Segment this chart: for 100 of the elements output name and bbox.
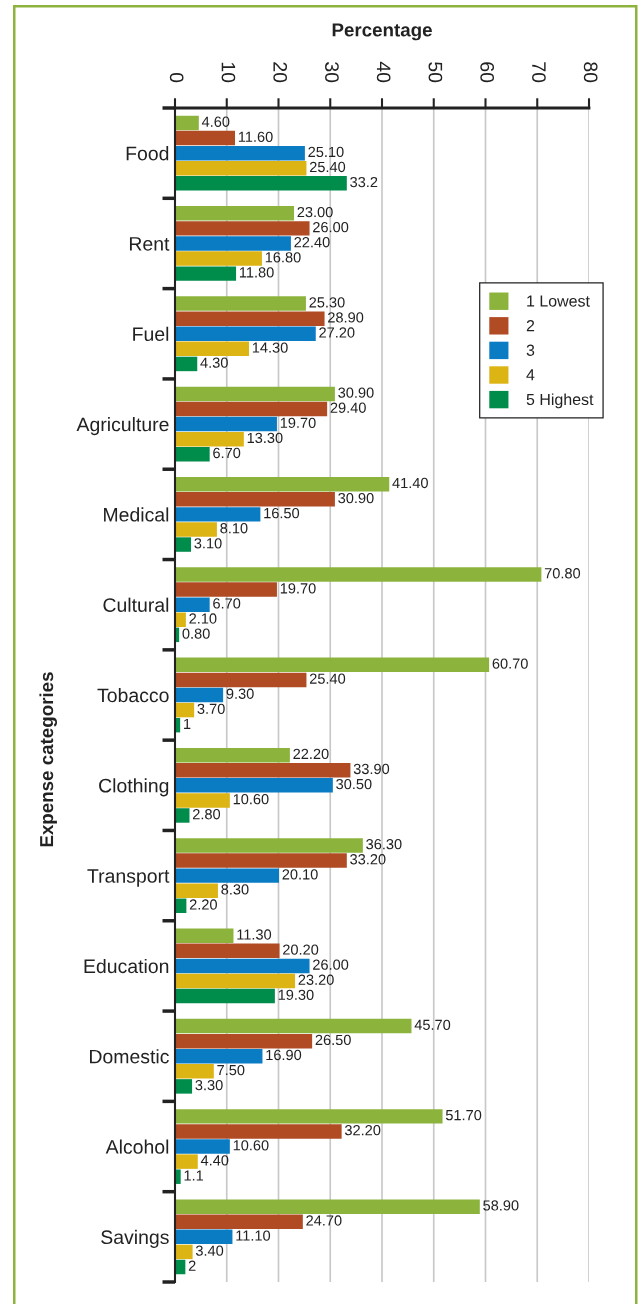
- data-label: 11.30: [237, 929, 272, 940]
- bar: [175, 778, 333, 793]
- bar: [175, 1244, 193, 1260]
- x-axis-title: Percentage: [332, 23, 432, 41]
- data-label: 25.40: [309, 673, 346, 684]
- data-label: 13.30: [247, 432, 283, 444]
- data-label: 28.90: [328, 312, 364, 323]
- legend-label: 1 Lowest: [527, 295, 590, 307]
- data-label: 8.30: [221, 884, 249, 895]
- data-label: 22.40: [294, 237, 330, 248]
- data-label: 3.40: [195, 1245, 224, 1256]
- bar: [175, 702, 195, 718]
- y-tick-label: Clothing: [99, 778, 169, 797]
- legend-label: 5 Highest: [526, 393, 594, 409]
- bar: [175, 868, 280, 883]
- data-label: 14.30: [252, 342, 288, 353]
- data-label: 2.80: [193, 809, 221, 820]
- y-tick-label: Fuel: [133, 326, 169, 342]
- bar: [175, 266, 237, 281]
- data-label: 20.10: [282, 869, 318, 880]
- data-label: 30.90: [338, 387, 374, 398]
- bar: [175, 1154, 198, 1169]
- data-label: 3.70: [197, 703, 225, 714]
- bar: [175, 356, 198, 372]
- data-label: 41.40: [392, 477, 428, 489]
- bar: [175, 582, 277, 597]
- data-label: 1: [184, 718, 191, 729]
- data-label: 26.00: [313, 221, 349, 233]
- y-tick-label: Education: [84, 958, 169, 974]
- data-label: 11.80: [239, 267, 274, 278]
- data-label: 10.60: [233, 793, 269, 805]
- bar: [175, 853, 347, 868]
- y-tick-label: Medical: [104, 507, 169, 522]
- bar: [175, 657, 490, 673]
- bar: [175, 206, 295, 221]
- data-label: 33.2: [350, 176, 378, 188]
- x-tick-label: 30: [325, 62, 339, 83]
- bar: [175, 838, 363, 853]
- bar: [175, 988, 275, 1004]
- data-label: 51.70: [445, 1109, 482, 1121]
- legend-label: 4: [526, 369, 535, 381]
- bar: [175, 762, 351, 778]
- data-label: 0.80: [182, 628, 210, 639]
- data-label: 16.50: [264, 507, 300, 519]
- bar: [175, 1064, 214, 1079]
- bar: [175, 431, 244, 447]
- bar: [175, 1214, 303, 1229]
- x-tick-label: 70: [532, 62, 546, 83]
- bar: [175, 115, 199, 131]
- data-label: 60.70: [492, 658, 528, 669]
- bar: [175, 1048, 263, 1064]
- data-label: 22.20: [293, 748, 329, 760]
- bar: [175, 507, 261, 522]
- y-tick-label: Transport: [87, 869, 170, 887]
- bar: [175, 1109, 443, 1124]
- data-label: 6.70: [213, 447, 241, 459]
- data-label: 1.1: [184, 1170, 204, 1181]
- bar: [175, 341, 249, 357]
- data-label: 3.30: [195, 1079, 223, 1091]
- bar: [175, 296, 306, 311]
- bar: [175, 687, 224, 703]
- data-label: 45.70: [414, 1019, 451, 1030]
- bar: [175, 522, 217, 537]
- data-label: 4.30: [200, 357, 228, 368]
- x-tick-label: 10: [221, 62, 236, 83]
- bar: [175, 597, 210, 612]
- y-tick-label: Alcohol: [105, 1139, 169, 1154]
- bar: [175, 176, 347, 191]
- bar: [175, 447, 210, 462]
- data-label: 4.60: [201, 116, 230, 127]
- data-label: 7.50: [217, 1064, 245, 1076]
- x-tick-label: 0: [169, 72, 184, 83]
- legend-label: 2: [526, 320, 535, 332]
- data-label: 36.30: [366, 839, 402, 850]
- bar: [175, 386, 335, 402]
- data-label: 58.90: [483, 1200, 519, 1211]
- y-tick-label: Cultural: [103, 597, 169, 612]
- bar: [175, 793, 230, 808]
- data-label: 16.80: [265, 252, 301, 263]
- data-label: 30.50: [336, 778, 372, 790]
- data-label: 19.70: [280, 583, 316, 594]
- bar: [175, 1199, 480, 1214]
- bar: [175, 883, 218, 898]
- data-label: 26.00: [313, 959, 349, 970]
- data-label: 2.20: [189, 899, 217, 910]
- bar: [175, 943, 280, 959]
- bar: [175, 747, 290, 763]
- x-tick-label: 40: [376, 61, 391, 83]
- data-label: 23.20: [298, 974, 334, 985]
- data-label: 4.40: [200, 1155, 229, 1166]
- data-label: 11.10: [236, 1230, 271, 1241]
- bar: [175, 808, 190, 823]
- bar: [175, 1018, 412, 1034]
- x-tick-label: 50: [428, 62, 443, 83]
- bar: [175, 672, 307, 688]
- data-label: 11.60: [238, 131, 273, 142]
- x-tick-label: 20: [273, 62, 288, 83]
- y-tick-label: Food: [126, 146, 169, 161]
- data-label: 30.90: [338, 492, 374, 504]
- bar: [175, 236, 291, 251]
